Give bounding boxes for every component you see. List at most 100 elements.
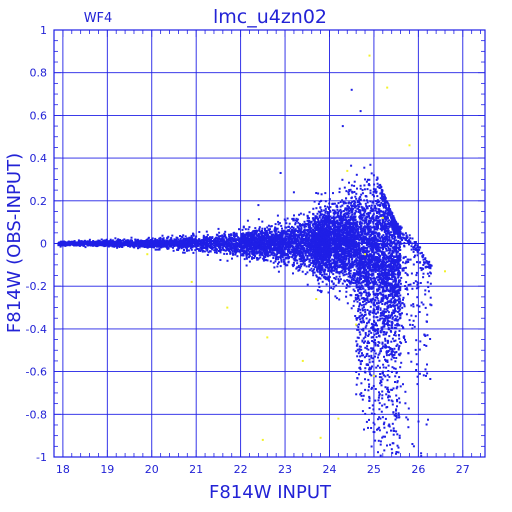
data-point-blue bbox=[378, 402, 381, 405]
data-point-blue bbox=[390, 284, 393, 287]
data-point-blue bbox=[384, 210, 387, 213]
data-point-blue bbox=[395, 345, 398, 347]
data-point-blue bbox=[367, 272, 370, 275]
data-point-blue bbox=[378, 352, 381, 355]
data-point-blue bbox=[372, 385, 375, 387]
data-point-blue bbox=[316, 243, 319, 246]
data-point-blue bbox=[67, 240, 70, 243]
data-point-blue bbox=[404, 341, 407, 343]
data-point-blue bbox=[407, 293, 409, 296]
data-point-blue bbox=[364, 346, 367, 349]
data-point-blue bbox=[336, 245, 339, 247]
data-point-blue bbox=[364, 280, 367, 283]
data-point-blue bbox=[357, 280, 359, 283]
data-point-blue bbox=[396, 398, 398, 401]
data-point-blue bbox=[370, 230, 373, 233]
data-point-blue bbox=[397, 298, 400, 301]
data-point-blue bbox=[395, 299, 398, 302]
data-point-blue bbox=[377, 223, 380, 226]
data-point-blue bbox=[363, 219, 366, 222]
data-point-blue bbox=[229, 238, 232, 241]
data-point-blue bbox=[368, 310, 371, 313]
data-point-blue bbox=[357, 211, 360, 213]
data-point-blue bbox=[370, 327, 373, 329]
data-point-blue bbox=[393, 233, 396, 236]
data-point-blue bbox=[391, 349, 394, 352]
data-point-blue bbox=[370, 301, 373, 304]
data-point-blue bbox=[414, 315, 417, 318]
data-point-blue bbox=[209, 247, 212, 249]
data-point-blue bbox=[348, 206, 350, 209]
data-point-blue bbox=[240, 248, 243, 250]
data-point-blue bbox=[371, 285, 374, 288]
data-point-blue bbox=[357, 207, 360, 210]
data-point-blue bbox=[362, 245, 365, 248]
data-point-blue bbox=[370, 204, 373, 207]
data-point-blue bbox=[274, 226, 277, 229]
data-point-blue bbox=[327, 206, 330, 209]
data-point-blue bbox=[391, 366, 394, 369]
data-point-blue bbox=[269, 260, 272, 263]
data-point-blue bbox=[416, 254, 419, 257]
data-point-blue bbox=[365, 221, 368, 224]
data-point-blue bbox=[287, 255, 290, 258]
data-point-blue bbox=[306, 238, 309, 241]
data-point-blue bbox=[371, 193, 374, 196]
data-point-blue bbox=[376, 319, 379, 322]
data-point-blue bbox=[373, 195, 375, 198]
data-point-blue bbox=[424, 306, 427, 309]
data-point-blue bbox=[385, 247, 387, 250]
data-point-blue bbox=[355, 393, 358, 396]
data-point-blue bbox=[211, 248, 214, 251]
data-point-blue bbox=[397, 353, 400, 356]
data-point-blue bbox=[257, 237, 260, 240]
data-point-blue bbox=[286, 235, 289, 238]
data-point-blue bbox=[340, 254, 343, 257]
data-point-blue bbox=[335, 235, 338, 238]
data-point-blue bbox=[419, 261, 421, 264]
data-point-blue bbox=[348, 285, 351, 288]
data-point-blue bbox=[264, 256, 267, 258]
data-point-blue bbox=[183, 251, 186, 254]
data-point-blue bbox=[366, 309, 369, 311]
data-point-blue bbox=[235, 232, 238, 235]
data-point-blue bbox=[366, 223, 369, 226]
data-point-blue bbox=[292, 257, 295, 260]
data-point-blue bbox=[362, 394, 365, 397]
data-point-blue bbox=[395, 239, 398, 242]
data-point-blue bbox=[418, 348, 421, 351]
data-point-blue bbox=[375, 202, 378, 205]
data-point-blue bbox=[389, 330, 392, 332]
data-point-blue bbox=[409, 237, 412, 240]
data-point-blue bbox=[398, 401, 401, 404]
data-point-blue bbox=[427, 418, 429, 421]
data-point-blue bbox=[359, 345, 362, 348]
data-point-blue bbox=[263, 246, 266, 249]
data-point-blue bbox=[364, 412, 367, 415]
data-point-blue bbox=[389, 353, 392, 356]
data-point-blue bbox=[399, 249, 402, 251]
data-point-blue bbox=[244, 251, 247, 254]
data-point-blue bbox=[367, 320, 370, 323]
data-point-blue bbox=[396, 381, 399, 384]
data-point-blue bbox=[292, 219, 295, 222]
data-point-blue bbox=[341, 204, 344, 207]
data-point-blue bbox=[395, 285, 398, 288]
data-point-blue bbox=[397, 256, 400, 259]
data-point-blue bbox=[381, 213, 384, 216]
data-point-blue bbox=[195, 238, 197, 241]
data-point-blue bbox=[372, 188, 375, 191]
data-point-blue bbox=[349, 188, 352, 191]
data-point-blue bbox=[394, 309, 396, 311]
data-point-blue bbox=[377, 217, 380, 220]
data-point-blue bbox=[370, 331, 373, 334]
data-point-blue bbox=[340, 265, 343, 268]
data-point-blue bbox=[371, 216, 374, 219]
data-point-blue bbox=[368, 178, 371, 181]
data-point-blue bbox=[382, 263, 385, 266]
data-point-blue bbox=[345, 267, 348, 270]
data-point-blue bbox=[385, 212, 388, 215]
data-point-blue bbox=[372, 325, 375, 328]
data-point-blue bbox=[105, 238, 108, 241]
